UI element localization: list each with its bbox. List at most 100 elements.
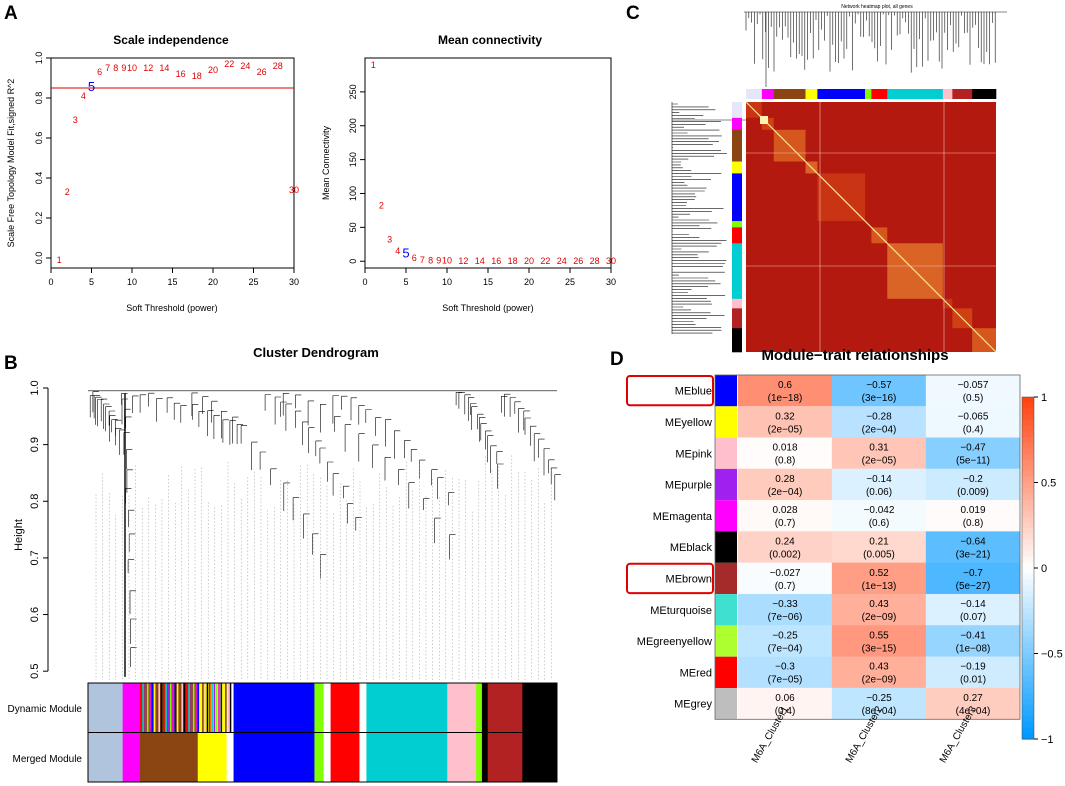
y-tick-label: 0.8 — [34, 92, 44, 105]
mean-connectivity-ylabel: Mean Connectivity — [321, 125, 331, 200]
correlation-value: −0.027 — [770, 568, 801, 579]
module-label: MEred — [680, 667, 712, 679]
dynamic-module-stripe — [140, 683, 142, 732]
merged-module-block — [122, 733, 141, 782]
module-label: MEturquoise — [650, 605, 712, 617]
network-heatmap-title: Network heatmap plot, all genes — [841, 4, 913, 10]
power-point: 26 — [257, 67, 267, 77]
x-tick-label: 5 — [89, 277, 94, 287]
scale-gradient-step — [1022, 550, 1034, 558]
heatmap-top-module — [746, 89, 763, 99]
correlation-cell — [737, 374, 833, 407]
heatmap-top-module — [805, 89, 818, 99]
correlation-value: 0.028 — [772, 505, 797, 516]
scale-gradient-step — [1022, 442, 1034, 449]
y-tick-label: 0.9 — [29, 437, 41, 452]
scale-independence-title: Scale independence — [113, 33, 229, 47]
dynamic-module-stripe — [204, 683, 206, 732]
p-value: (0.07) — [960, 612, 986, 623]
scale-gradient-step — [1022, 545, 1034, 552]
dynamic-module-stripe — [144, 683, 147, 732]
y-tick-label: 0.7 — [29, 550, 41, 565]
scale-gradient-step — [1022, 505, 1034, 512]
dynamic-module-stripe — [215, 683, 218, 732]
scale-gradient-step — [1022, 408, 1034, 415]
p-value: (0.4) — [775, 706, 796, 717]
scale-gradient-step — [1022, 448, 1034, 455]
correlation-value: −0.057 — [958, 380, 989, 391]
p-value: (7e−04) — [768, 643, 803, 654]
p-value: (1e−13) — [862, 581, 897, 592]
dendrogram-branch — [501, 393, 561, 501]
power-point: 5 — [402, 245, 409, 260]
dynamic-module-block — [330, 683, 360, 732]
dynamic-module-stripe — [183, 683, 186, 732]
heatmap-left-module — [732, 117, 742, 131]
p-value: (0.005) — [863, 550, 895, 561]
dynamic-module-stripe — [149, 683, 151, 732]
dynamic-module-stripe — [222, 683, 225, 732]
dynamic-module-block — [233, 683, 315, 732]
y-tick-label: 0.0 — [34, 252, 44, 265]
panel-label-b: B — [4, 353, 18, 374]
correlation-cell — [737, 625, 833, 657]
dynamic-module-stripe — [192, 683, 195, 732]
p-value: (0.4) — [963, 424, 984, 435]
correlation-value: 0.52 — [869, 568, 889, 579]
correlation-cell — [925, 562, 1021, 595]
dynamic-module-stripe — [190, 683, 193, 732]
scale-gradient-step — [1022, 397, 1034, 404]
heatmap-left-module — [732, 221, 742, 228]
correlation-value: −0.042 — [864, 505, 895, 516]
correlation-value: 0.55 — [869, 630, 889, 641]
correlation-cell — [737, 687, 833, 720]
scale-gradient-step — [1022, 625, 1034, 632]
scale-gradient-step — [1022, 699, 1034, 706]
correlation-value: 0.28 — [775, 474, 795, 485]
correlation-cell — [925, 468, 1021, 501]
heatmap-top-module — [972, 89, 997, 99]
power-point: 2 — [65, 187, 70, 197]
y-tick-label: 0.4 — [34, 172, 44, 185]
correlation-value: 0.43 — [869, 662, 889, 673]
correlation-cell — [831, 593, 927, 626]
correlation-value: −0.3 — [775, 662, 795, 673]
module-color-swatch — [715, 625, 737, 657]
merged-module-block — [366, 733, 448, 782]
power-point: 9 — [436, 256, 441, 266]
power-point: 12 — [143, 63, 153, 73]
heatmap-top-module — [761, 89, 775, 99]
x-tick-label: 5 — [403, 277, 408, 287]
p-value: (1e−18) — [768, 393, 803, 404]
dynamic-module-block — [481, 683, 488, 732]
correlation-cell — [831, 562, 927, 595]
scale-gradient-step — [1022, 493, 1034, 501]
scale-gradient-step — [1022, 733, 1034, 740]
p-value: (2e−09) — [862, 675, 897, 686]
dynamic-module-stripe — [225, 683, 227, 732]
module-label: MEmagenta — [653, 511, 713, 523]
module-color-swatch — [715, 594, 737, 626]
power-point: 22 — [540, 256, 550, 266]
highlight-box — [626, 562, 714, 595]
scale-gradient-step — [1022, 436, 1034, 444]
scale-gradient-step — [1022, 414, 1034, 421]
scale-gradient-step — [1022, 704, 1034, 712]
power-point: 4 — [81, 91, 86, 101]
scale-gradient-step — [1022, 653, 1034, 660]
power-point: 16 — [491, 256, 501, 266]
dynamic-module-stripe — [188, 683, 190, 732]
p-value: (0.6) — [869, 518, 890, 529]
dynamic-module-stripe — [158, 683, 160, 732]
scale-gradient-step — [1022, 482, 1034, 489]
correlation-value: 0.31 — [869, 443, 889, 454]
scale-gradient-step — [1022, 710, 1034, 717]
correlation-cell — [831, 687, 927, 720]
power-point: 9 — [121, 63, 126, 73]
p-value: (0.009) — [957, 487, 989, 498]
network-heatmap-chart: Network heatmap plot, all genes — [669, 4, 1009, 353]
power-point: 28 — [590, 256, 600, 266]
module-color-swatch — [715, 656, 737, 688]
scale-gradient-step — [1022, 676, 1034, 683]
dendrogram-branch — [264, 394, 362, 531]
